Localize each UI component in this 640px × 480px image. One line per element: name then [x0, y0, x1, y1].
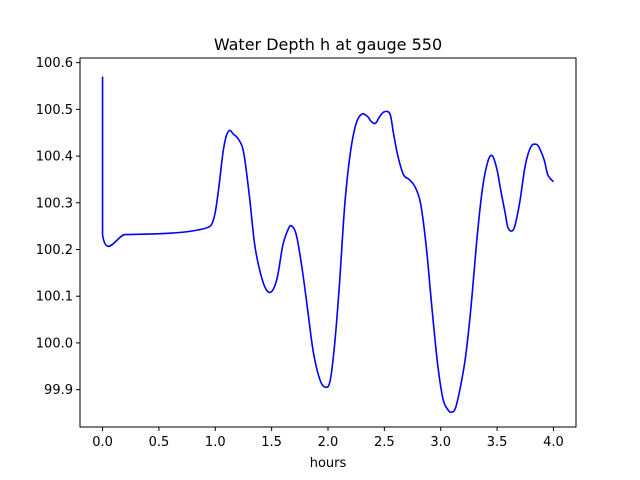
x-axis: 0.0 0.5 1.0 1.5 2.0 2.5 3.0 3.5 4.0 — [92, 427, 564, 450]
x-tick-label: 4.0 — [543, 435, 564, 450]
y-tick-label: 99.9 — [44, 383, 73, 398]
y-tick-label: 100.6 — [36, 56, 73, 71]
water-depth-line — [101, 76, 555, 414]
y-tick-label: 100.4 — [36, 150, 73, 165]
x-tick-label: 2.5 — [374, 435, 395, 450]
y-tick-label: 100.0 — [36, 336, 73, 351]
y-tick-label: 100.3 — [36, 196, 73, 211]
y-tick-label: 100.2 — [36, 243, 73, 258]
x-tick-label: 1.5 — [261, 435, 282, 450]
x-tick-label: 3.5 — [487, 435, 508, 450]
y-axis: 99.9 100.0 100.1 100.2 100.3 100.4 100.5 100.6 — [36, 56, 80, 398]
x-tick-label: 2.0 — [318, 435, 339, 450]
plot-area — [80, 58, 576, 427]
x-axis-label: hours — [310, 456, 347, 471]
axes-background — [80, 58, 576, 427]
x-tick-label: 0.0 — [92, 435, 113, 450]
series-layer — [101, 76, 555, 414]
chart-title: Water Depth h at gauge 550 — [214, 35, 442, 54]
y-tick-label: 100.1 — [36, 290, 73, 305]
x-tick-label: 0.5 — [149, 435, 170, 450]
x-tick-label: 1.0 — [205, 435, 226, 450]
x-tick-label: 3.0 — [430, 435, 451, 450]
y-tick-label: 100.5 — [36, 103, 73, 118]
